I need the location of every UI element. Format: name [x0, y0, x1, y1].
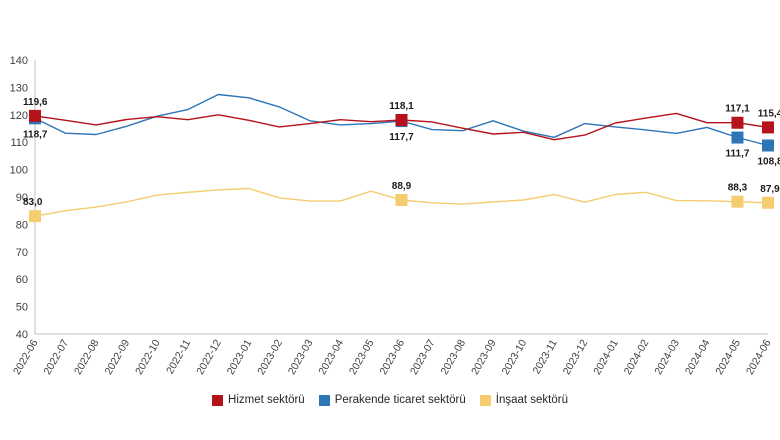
data-label: 87,9: [760, 184, 780, 195]
legend-item: Hizmet sektörü: [212, 394, 305, 406]
x-tick-label: 2023-10: [500, 337, 530, 377]
x-tick-label: 2023-01: [225, 337, 255, 377]
legend-item: Perakende ticaret sektörü: [318, 394, 466, 406]
data-point-marker: [731, 195, 744, 208]
y-tick-label: 130: [10, 82, 28, 94]
x-tick-label: 2022-09: [103, 337, 133, 377]
data-label: 88,3: [728, 183, 748, 194]
x-tick-label: 2023-05: [347, 337, 377, 377]
x-tick-label: 2022-10: [133, 337, 163, 377]
data-label: 117,1: [725, 104, 750, 115]
y-tick-label: 60: [16, 274, 28, 286]
y-axis: 40 50 60 70 80 90 100 110 120 130 140: [10, 55, 36, 341]
data-labels: 119,6 118,1 117,1 115,4 118,7 117,7 111,7 108,8…: [23, 97, 780, 208]
data-label: 115,4: [758, 108, 780, 119]
x-tick-label: 2023-07: [408, 337, 438, 377]
y-tick-label: 120: [10, 110, 28, 122]
data-point-marker: [731, 116, 744, 129]
x-tick-label: 2023-06: [377, 337, 407, 377]
x-tick-label: 2023-03: [286, 337, 316, 377]
x-tick-label: 2022-06: [11, 337, 41, 377]
y-tick-label: 80: [16, 219, 28, 231]
x-tick-label: 2024-01: [591, 337, 621, 377]
data-point-marker: [29, 109, 41, 122]
legend-label: Hizmet sektörü: [228, 394, 305, 406]
series-markers: [29, 109, 774, 223]
x-tick-label: 2023-02: [255, 337, 285, 377]
x-tick-label: 2024-04: [683, 337, 713, 377]
y-tick-label: 70: [16, 247, 28, 259]
y-tick-label: 90: [16, 192, 28, 204]
x-tick-label: 2022-12: [194, 337, 224, 377]
data-point-marker: [29, 210, 41, 223]
data-point-marker: [762, 196, 774, 209]
x-tick-label: 2023-09: [469, 337, 499, 377]
data-point-marker: [762, 139, 774, 152]
data-label: 118,7: [23, 129, 48, 140]
y-tick-label: 100: [10, 165, 28, 177]
x-tick-label: 2024-06: [744, 337, 774, 377]
x-tick-label: 2024-02: [622, 337, 652, 377]
x-tick-label: 2023-08: [439, 337, 469, 377]
y-tick-label: 140: [10, 55, 28, 67]
legend: Hizmet sektörü Perakende ticaret sektörü İ…: [0, 394, 780, 414]
data-point-marker: [731, 131, 744, 144]
data-label: 108,8: [757, 156, 780, 167]
legend-label: Perakende ticaret sektörü: [334, 394, 466, 406]
legend-label: İnşaat sektörü: [495, 394, 568, 406]
x-tick-label: 2023-04: [316, 337, 346, 377]
x-tick-label: 2022-08: [72, 337, 102, 377]
data-label: 111,7: [725, 149, 749, 160]
data-label: 118,1: [389, 101, 414, 112]
legend-swatch: [212, 394, 224, 406]
data-point-marker: [395, 114, 408, 127]
legend-item: İnşaat sektörü: [479, 394, 568, 406]
data-point-marker: [395, 194, 408, 207]
x-axis: 2022-06 2022-07 2022-08 2022-09 2022-10 2022-…: [11, 333, 774, 377]
legend-swatch: [479, 394, 491, 406]
data-label: 117,7: [389, 132, 414, 143]
legend-swatch: [318, 394, 330, 406]
x-tick-label: 2022-11: [164, 337, 193, 376]
data-label: 119,6: [23, 97, 48, 108]
y-tick-label: 40: [16, 329, 28, 341]
data-label: 83,0: [23, 197, 43, 208]
x-tick-label: 2023-12: [561, 337, 591, 377]
x-tick-label: 2022-07: [41, 337, 71, 377]
y-tick-label: 110: [10, 137, 28, 149]
y-tick-label: 50: [16, 302, 28, 314]
data-label: 88,9: [392, 181, 412, 192]
x-tick-label: 2024-05: [713, 337, 743, 377]
x-tick-label: 2023-11: [531, 337, 560, 376]
data-point-marker: [762, 121, 774, 134]
x-tick-label: 2024-03: [652, 337, 682, 377]
